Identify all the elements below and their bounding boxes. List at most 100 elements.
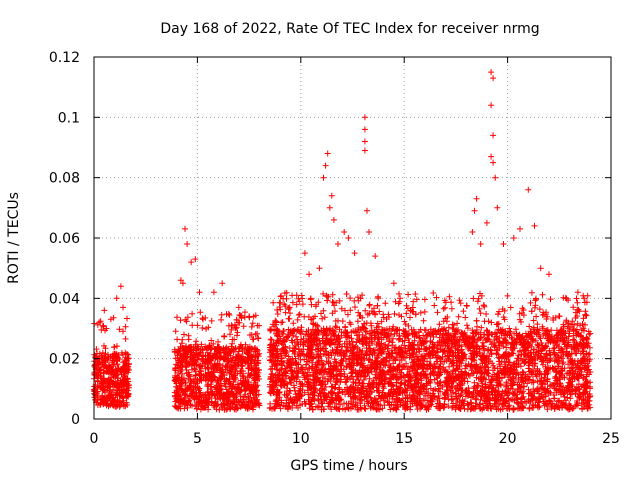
data-point — [389, 350, 396, 357]
data-point — [217, 355, 224, 361]
data-point — [343, 378, 350, 385]
data-point — [99, 349, 106, 356]
data-point — [183, 367, 190, 373]
data-point — [218, 311, 225, 318]
data-point — [558, 383, 565, 389]
grid-lines — [94, 57, 611, 419]
data-point — [350, 348, 357, 355]
data-point — [178, 367, 185, 373]
data-point — [379, 381, 386, 388]
data-point — [386, 314, 392, 321]
data-point — [208, 357, 215, 364]
data-point — [442, 353, 449, 360]
data-point — [455, 313, 462, 320]
data-point — [511, 389, 518, 395]
data-point — [216, 394, 223, 401]
data-point — [122, 335, 129, 342]
data-point — [574, 299, 581, 306]
data-point — [293, 301, 300, 308]
data-point — [427, 379, 434, 386]
data-point — [120, 359, 127, 366]
data-point — [429, 394, 436, 401]
data-point — [235, 345, 242, 352]
data-point — [337, 401, 344, 408]
data-point — [448, 344, 455, 351]
data-point — [180, 357, 187, 364]
data-point — [105, 376, 112, 383]
data-point — [427, 355, 434, 362]
data-point — [298, 392, 305, 399]
data-point — [450, 325, 457, 332]
data-point — [512, 326, 519, 333]
data-point — [252, 353, 259, 360]
data-point — [274, 311, 281, 317]
data-point — [286, 304, 293, 311]
data-point — [561, 374, 568, 381]
data-point — [346, 356, 352, 363]
data-point — [525, 390, 532, 397]
data-point — [297, 350, 304, 356]
data-point — [209, 390, 216, 396]
data-point — [114, 390, 121, 397]
data-point — [463, 302, 470, 309]
data-point — [256, 322, 263, 329]
data-point — [122, 354, 129, 361]
data-point — [124, 366, 131, 373]
data-point — [101, 386, 108, 393]
data-point — [256, 402, 263, 409]
data-point — [118, 389, 125, 396]
data-point — [583, 403, 590, 410]
data-point — [467, 399, 474, 406]
data-point — [353, 339, 360, 346]
data-point — [567, 379, 574, 385]
data-point — [449, 359, 456, 366]
data-point — [272, 372, 279, 379]
data-point — [208, 337, 215, 344]
data-point — [507, 304, 514, 311]
data-point — [567, 324, 573, 331]
data-point — [536, 306, 543, 313]
data-point — [423, 386, 430, 393]
data-point — [440, 305, 447, 312]
data-point — [474, 298, 481, 305]
data-point — [183, 360, 190, 366]
data-point — [198, 400, 205, 407]
data-point — [433, 294, 440, 301]
data-point — [231, 376, 238, 383]
data-point — [303, 353, 310, 360]
data-point — [100, 376, 106, 383]
data-point — [208, 317, 215, 324]
data-point — [191, 380, 198, 387]
data-point — [199, 356, 206, 363]
data-point — [571, 322, 578, 328]
data-point — [382, 378, 389, 385]
data-point — [387, 406, 394, 413]
data-point — [177, 343, 184, 350]
data-point — [194, 377, 201, 383]
data-point — [196, 371, 202, 377]
data-point — [362, 368, 369, 375]
data-point — [184, 353, 191, 360]
data-point — [249, 336, 256, 343]
data-point — [346, 340, 353, 347]
data-point — [514, 405, 521, 412]
data-point — [314, 374, 321, 381]
data-point — [470, 385, 477, 392]
data-point — [434, 381, 441, 387]
data-point — [294, 316, 301, 323]
data-point — [211, 351, 218, 358]
data-point — [182, 349, 189, 356]
data-point — [296, 378, 303, 385]
data-point — [310, 376, 317, 383]
data-point — [195, 353, 202, 359]
data-point — [107, 402, 114, 409]
data-point — [184, 402, 191, 409]
data-point — [481, 369, 488, 375]
data-point — [267, 326, 273, 333]
data-point — [458, 343, 465, 350]
data-point — [449, 321, 456, 328]
data-point — [94, 396, 101, 403]
data-point — [483, 398, 490, 405]
data-point — [495, 320, 502, 327]
data-point — [208, 388, 215, 395]
